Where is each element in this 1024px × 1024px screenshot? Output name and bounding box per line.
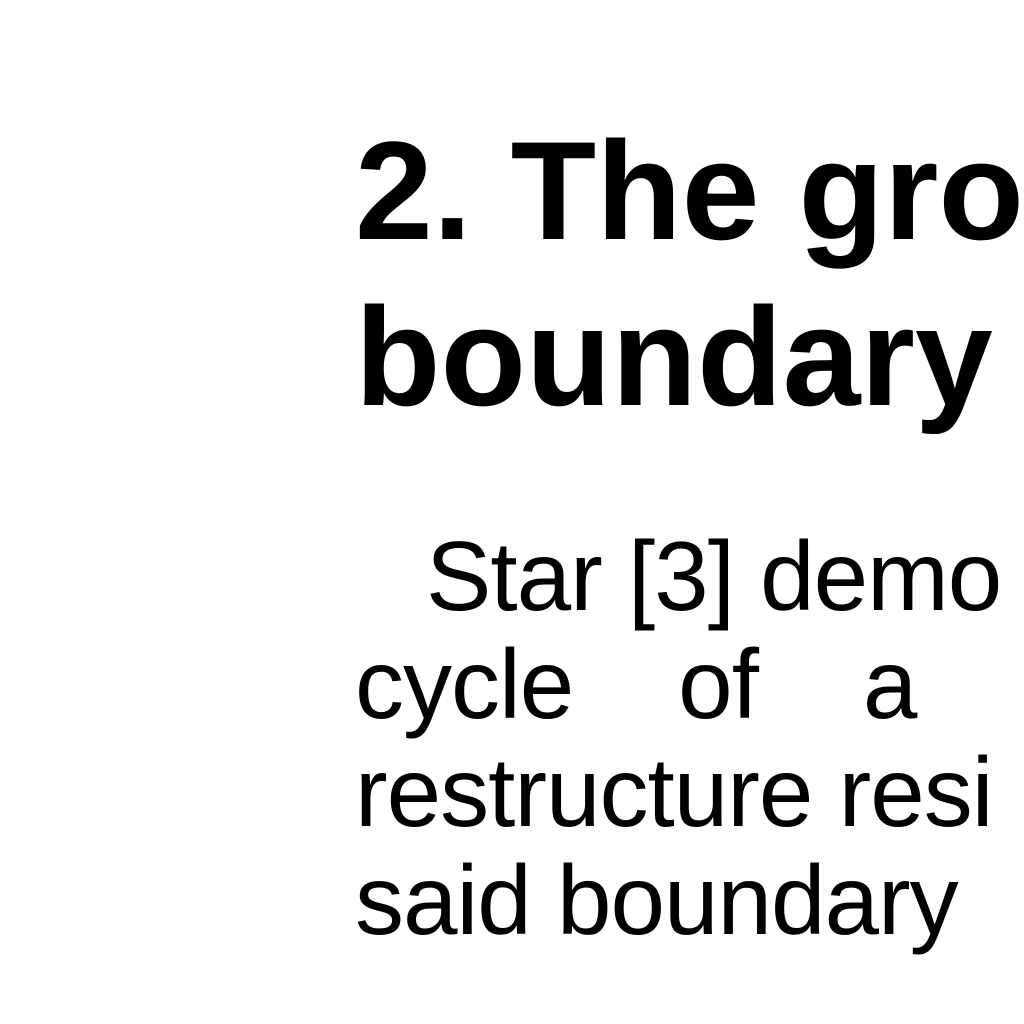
section-heading-line-1: 2. The gro: [355, 112, 1024, 269]
paragraph-line-2: cycle of a s: [355, 629, 1024, 739]
paragraph-line-4: said boundary: [355, 845, 959, 955]
section-heading-line-2: boundary: [355, 278, 993, 435]
paragraph-line-1: Star [3] demo: [426, 521, 1002, 631]
paragraph-line-3: restructure resi: [355, 737, 994, 847]
